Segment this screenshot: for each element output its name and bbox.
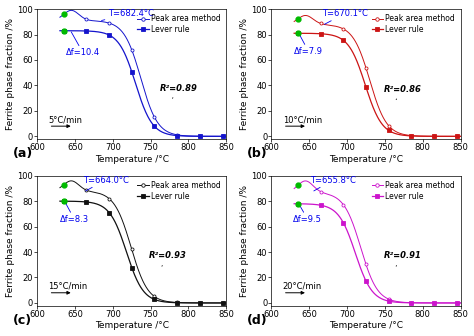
Text: T=682.4°C: T=682.4°C [101, 9, 154, 20]
Text: Δf=10.4: Δf=10.4 [66, 32, 100, 57]
X-axis label: Temperature /°C: Temperature /°C [95, 322, 169, 330]
Text: 20°C/min: 20°C/min [283, 282, 322, 291]
Text: (b): (b) [247, 147, 267, 160]
Text: T=670.1°C: T=670.1°C [322, 9, 368, 24]
Text: R²=0.93: R²=0.93 [149, 251, 187, 266]
X-axis label: Temperature /°C: Temperature /°C [329, 155, 403, 164]
Text: 5°C/min: 5°C/min [49, 115, 82, 124]
Y-axis label: Ferrite phase fraction /%: Ferrite phase fraction /% [6, 18, 15, 130]
Text: Δf=8.3: Δf=8.3 [60, 202, 89, 224]
Text: Δf=7.9: Δf=7.9 [294, 35, 323, 56]
Text: Δf=9.5: Δf=9.5 [293, 204, 322, 224]
Text: T=655.8°C: T=655.8°C [310, 176, 356, 191]
Y-axis label: Ferrite phase fraction /%: Ferrite phase fraction /% [240, 18, 249, 130]
Text: (d): (d) [247, 314, 267, 327]
X-axis label: Temperature /°C: Temperature /°C [329, 322, 403, 330]
Text: T=664.0°C: T=664.0°C [82, 176, 128, 191]
Legend: Peak area method, Lever rule: Peak area method, Lever rule [370, 179, 456, 202]
Text: (c): (c) [13, 314, 32, 327]
Text: (a): (a) [13, 147, 33, 160]
Text: R²=0.86: R²=0.86 [383, 85, 421, 99]
Legend: Peak area method, Lever rule: Peak area method, Lever rule [136, 179, 222, 202]
Text: R²=0.91: R²=0.91 [383, 251, 421, 266]
Y-axis label: Ferrite phase fraction /%: Ferrite phase fraction /% [240, 184, 249, 297]
Text: 10°C/min: 10°C/min [283, 115, 322, 124]
Y-axis label: Ferrite phase fraction /%: Ferrite phase fraction /% [6, 184, 15, 297]
Text: 15°C/min: 15°C/min [49, 282, 88, 291]
Text: R²=0.89: R²=0.89 [160, 84, 198, 98]
X-axis label: Temperature /°C: Temperature /°C [95, 155, 169, 164]
Legend: Peak area method, Lever rule: Peak area method, Lever rule [136, 13, 222, 36]
Legend: Peak area method, Lever rule: Peak area method, Lever rule [370, 13, 456, 36]
